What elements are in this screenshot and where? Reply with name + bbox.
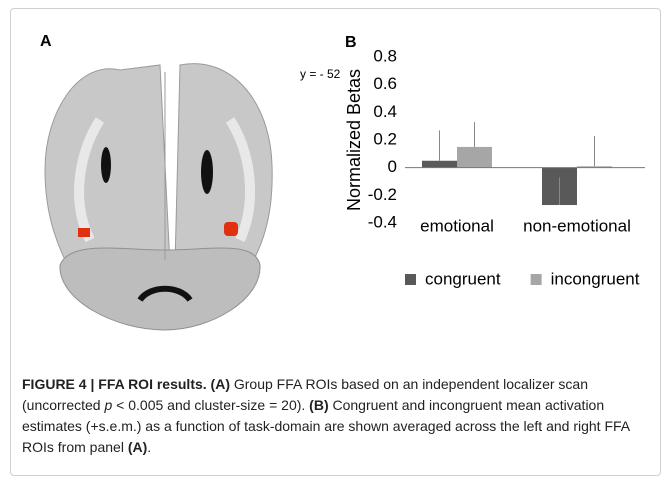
y-tick-label: 0.4 bbox=[373, 102, 397, 121]
legend-swatch bbox=[405, 274, 416, 285]
y-tick-label: 0.8 bbox=[373, 46, 397, 65]
caption-text: (A) bbox=[211, 376, 230, 392]
figure: A y = - 52 B Normalized Betas -0.4 -0.2 0 0… bbox=[0, 0, 671, 365]
caption-text: (A) bbox=[128, 439, 147, 455]
legend-label: congruent bbox=[425, 269, 501, 288]
panel-label: A bbox=[40, 33, 52, 50]
caption-text: FIGURE 4 | FFA ROI results. bbox=[22, 376, 211, 392]
y-tick-label: 0 bbox=[388, 157, 397, 176]
y-tick-label: -0.4 bbox=[368, 212, 397, 231]
slice-annotation: y = - 52 bbox=[300, 67, 341, 81]
bar bbox=[422, 161, 457, 168]
x-tick-label: emotional bbox=[420, 216, 494, 235]
bar bbox=[457, 147, 492, 168]
caption: FIGURE 4 | FFA ROI results. (A) Group FF… bbox=[22, 374, 652, 458]
y-axis-label: Normalized Betas bbox=[344, 69, 364, 211]
caption-text: < 0.005 and cluster-size = 20). bbox=[112, 397, 309, 413]
y-tick-label: 0.6 bbox=[373, 74, 397, 93]
x-tick-label: non-emotional bbox=[523, 216, 631, 235]
caption-text: (B) bbox=[309, 397, 328, 413]
y-tick-label: 0.2 bbox=[373, 129, 397, 148]
panel-label: B bbox=[345, 34, 357, 51]
brain-image bbox=[45, 64, 272, 330]
y-tick-label: -0.2 bbox=[368, 185, 397, 204]
legend-label: incongruent bbox=[551, 269, 640, 288]
legend-swatch bbox=[531, 274, 542, 285]
caption-text: . bbox=[147, 439, 151, 455]
